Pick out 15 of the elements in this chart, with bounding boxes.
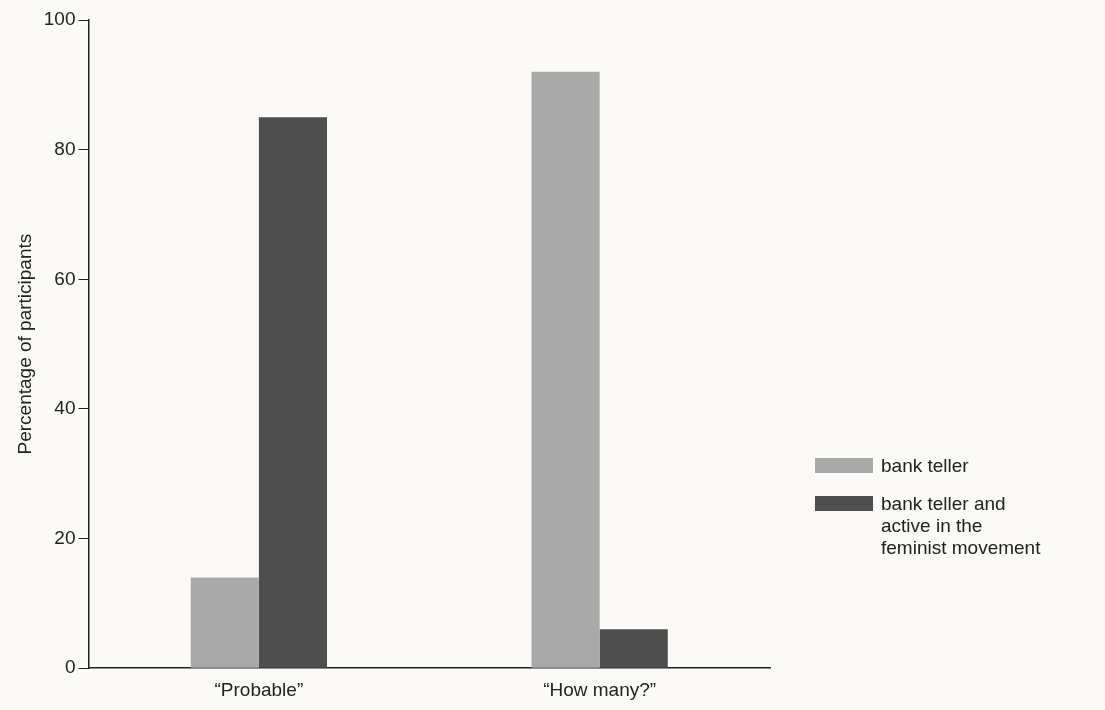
bar [258, 117, 328, 668]
x-tick-label: “How many?” [543, 678, 657, 700]
y-tick-label: 20 [54, 526, 76, 548]
legend-label: bank teller [881, 455, 970, 477]
legend-label: bank teller and active in the feminist movement [881, 493, 1042, 559]
x-tick-label: “Probable” [214, 678, 304, 700]
y-tick-label: 100 [43, 8, 76, 30]
bar [190, 577, 259, 668]
y-tick-label: 0 [64, 656, 76, 678]
y-tick-label: 60 [54, 267, 76, 289]
y-tick-label: 40 [54, 397, 76, 419]
y-tick-label: 80 [54, 137, 76, 159]
bar [599, 629, 668, 668]
bar [531, 71, 600, 668]
y-axis-title: Percentage of participants [13, 233, 35, 455]
